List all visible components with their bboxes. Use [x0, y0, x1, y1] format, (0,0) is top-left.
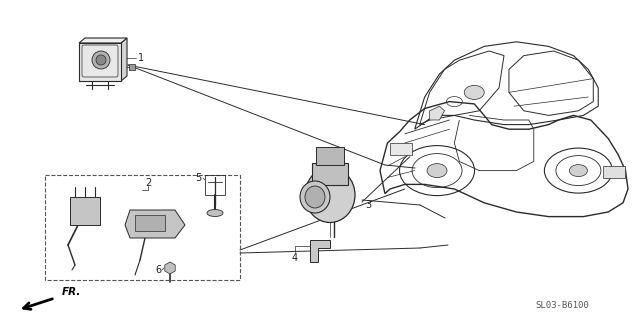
- Text: 3: 3: [365, 200, 371, 210]
- Bar: [70, 197, 100, 225]
- Ellipse shape: [207, 210, 223, 217]
- Text: 5: 5: [195, 173, 201, 183]
- FancyArrowPatch shape: [24, 299, 52, 309]
- Bar: [390, 143, 412, 155]
- Polygon shape: [310, 240, 330, 262]
- Bar: [135, 215, 165, 231]
- Text: 6: 6: [155, 265, 161, 275]
- Ellipse shape: [305, 167, 355, 222]
- Ellipse shape: [300, 181, 330, 213]
- Bar: [312, 163, 348, 185]
- Bar: [129, 64, 135, 70]
- Ellipse shape: [305, 186, 325, 208]
- Polygon shape: [429, 106, 445, 120]
- Polygon shape: [121, 38, 127, 81]
- Text: FR.: FR.: [62, 287, 81, 297]
- Bar: [79, 43, 121, 81]
- Polygon shape: [125, 210, 185, 238]
- Text: 1: 1: [138, 53, 144, 63]
- Bar: [45, 175, 240, 280]
- Bar: [604, 166, 625, 178]
- Text: 2: 2: [145, 178, 151, 188]
- Circle shape: [92, 51, 110, 69]
- Ellipse shape: [464, 85, 484, 100]
- Bar: [205, 175, 225, 195]
- Polygon shape: [79, 38, 127, 43]
- Ellipse shape: [427, 164, 447, 178]
- Bar: [316, 147, 344, 165]
- Ellipse shape: [570, 165, 588, 177]
- Text: 4: 4: [292, 253, 298, 263]
- Text: SL03-B6100: SL03-B6100: [535, 300, 589, 309]
- Circle shape: [96, 55, 106, 65]
